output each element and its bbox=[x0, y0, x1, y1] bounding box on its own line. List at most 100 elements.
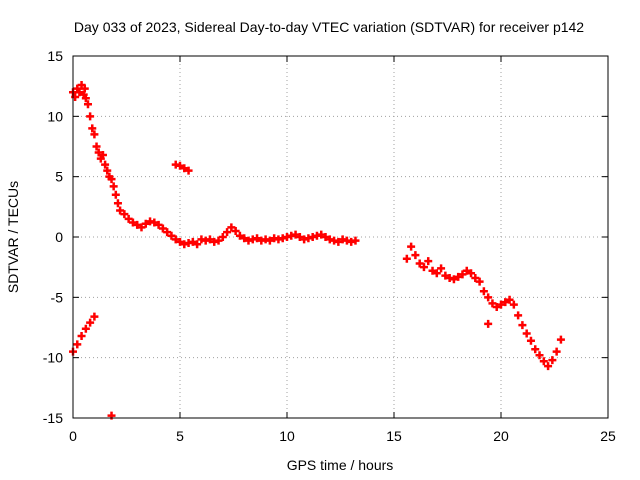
data-point bbox=[552, 347, 561, 356]
data-point bbox=[402, 254, 411, 263]
data-point bbox=[103, 166, 112, 175]
x-axis-label: GPS time / hours bbox=[287, 457, 394, 473]
data-point bbox=[163, 228, 172, 237]
data-point bbox=[113, 199, 122, 208]
data-point bbox=[321, 233, 330, 241]
y-tick-label: 15 bbox=[47, 48, 63, 64]
data-point bbox=[531, 345, 540, 354]
data-point bbox=[218, 233, 227, 241]
data-point bbox=[116, 206, 125, 215]
x-tick-label: 15 bbox=[386, 428, 402, 444]
data-point bbox=[184, 166, 193, 175]
data-point bbox=[351, 236, 360, 245]
data-point bbox=[518, 321, 527, 330]
data-point bbox=[556, 335, 565, 344]
data-point bbox=[424, 257, 433, 266]
data-point bbox=[449, 275, 458, 284]
data-point bbox=[492, 302, 501, 311]
data-point bbox=[141, 219, 150, 228]
data-point bbox=[505, 295, 514, 304]
data-point bbox=[317, 230, 326, 239]
data-point bbox=[137, 223, 146, 232]
data-point bbox=[231, 226, 240, 235]
data-point bbox=[94, 148, 103, 157]
data-point bbox=[133, 220, 142, 229]
data-point bbox=[205, 235, 214, 244]
data-point bbox=[80, 84, 89, 93]
data-point bbox=[462, 266, 471, 275]
data-point bbox=[265, 236, 274, 245]
data-point bbox=[539, 357, 548, 366]
data-point bbox=[188, 237, 197, 246]
data-point bbox=[454, 272, 463, 281]
y-tick-label: 5 bbox=[55, 169, 63, 185]
chart-title: Day 033 of 2023, Sidereal Day-to-day VTE… bbox=[74, 19, 584, 35]
data-point bbox=[223, 228, 232, 237]
data-point bbox=[458, 270, 467, 279]
data-point bbox=[75, 88, 84, 97]
y-axis-label: SDTVAR / TECUs bbox=[5, 181, 21, 293]
data-point bbox=[107, 175, 116, 184]
x-tick-label: 10 bbox=[279, 428, 295, 444]
tick-labels-layer: 0 5 10 15 20 25 -15 -10 -5 0 5 10 15 bbox=[43, 48, 616, 444]
data-point bbox=[501, 298, 510, 307]
y-tick-label: 10 bbox=[47, 108, 63, 124]
data-point bbox=[88, 124, 97, 133]
data-point bbox=[407, 242, 416, 251]
ticks-layer bbox=[72, 55, 609, 419]
data-point bbox=[441, 271, 450, 280]
data-point bbox=[475, 277, 484, 286]
data-point bbox=[101, 160, 110, 169]
data-point bbox=[484, 319, 493, 328]
data-point bbox=[111, 190, 120, 199]
data-point bbox=[295, 233, 304, 241]
data-point bbox=[92, 142, 101, 151]
points-layer bbox=[69, 80, 565, 420]
data-point bbox=[98, 150, 107, 159]
data-point bbox=[193, 240, 202, 249]
data-point bbox=[90, 130, 99, 139]
data-point bbox=[227, 223, 236, 232]
data-point bbox=[120, 210, 129, 219]
data-point bbox=[471, 274, 480, 283]
data-point bbox=[535, 351, 544, 360]
data-point bbox=[90, 312, 99, 321]
data-point bbox=[497, 300, 505, 309]
data-point bbox=[109, 182, 118, 191]
data-point bbox=[167, 231, 176, 240]
data-point bbox=[81, 94, 90, 103]
data-point bbox=[467, 269, 476, 278]
data-point bbox=[171, 235, 180, 244]
data-point bbox=[176, 237, 184, 246]
data-point bbox=[71, 93, 80, 102]
data-point bbox=[176, 161, 184, 170]
data-point bbox=[150, 218, 159, 227]
y-tick-label: -10 bbox=[43, 350, 63, 366]
data-point bbox=[432, 269, 441, 278]
data-point bbox=[411, 251, 420, 260]
data-point bbox=[509, 300, 518, 309]
x-tick-label: 0 bbox=[69, 428, 77, 444]
data-point bbox=[419, 263, 428, 272]
data-point bbox=[488, 299, 497, 308]
x-tick-label: 25 bbox=[600, 428, 616, 444]
y-tick-label: 0 bbox=[55, 229, 63, 245]
data-point bbox=[214, 236, 223, 245]
y-tick-label: -15 bbox=[43, 410, 63, 426]
x-tick-label: 5 bbox=[176, 428, 184, 444]
data-point bbox=[128, 218, 137, 227]
data-point bbox=[526, 336, 535, 345]
data-point bbox=[291, 230, 300, 239]
data-point bbox=[428, 266, 437, 275]
data-point bbox=[479, 287, 488, 296]
data-point bbox=[484, 293, 493, 302]
data-point bbox=[235, 231, 244, 240]
data-point bbox=[180, 164, 189, 173]
data-point bbox=[437, 264, 446, 273]
data-point bbox=[81, 324, 90, 333]
y-tick-label: -5 bbox=[51, 289, 64, 305]
x-tick-label: 20 bbox=[493, 428, 509, 444]
data-point bbox=[514, 311, 523, 320]
